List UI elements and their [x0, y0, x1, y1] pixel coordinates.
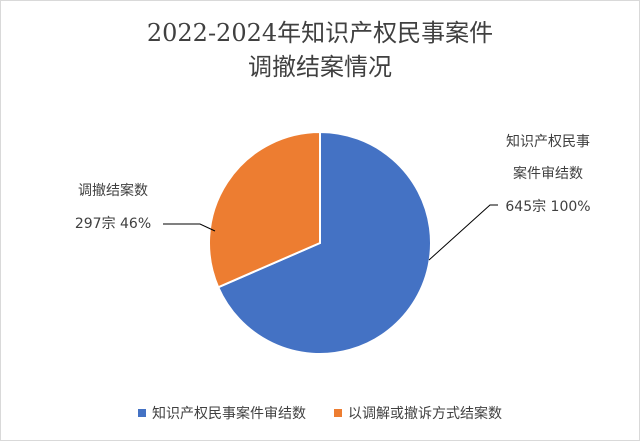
- pie-slices: [208, 130, 432, 355]
- pie-slice-mediated: [208, 130, 321, 289]
- legend-swatch-blue: [138, 409, 146, 417]
- legend-item-audited: 知识产权民事案件审结数: [138, 403, 306, 423]
- data-label-audited-line1: 知识产权民事: [506, 133, 590, 150]
- legend: 知识产权民事案件审结数 以调解或撤诉方式结案数: [0, 403, 640, 423]
- chart-title-line2: 调撤结案情况: [248, 53, 392, 81]
- data-label-audited-line2: 案件审结数: [513, 165, 583, 182]
- legend-swatch-orange: [334, 409, 342, 417]
- leader-line-mediated: [163, 223, 216, 232]
- data-label-audited-line3: 645宗 100%: [505, 199, 590, 215]
- chart-title-line1: 2022-2024年知识产权民事案件: [146, 19, 494, 47]
- legend-label-audited: 知识产权民事案件审结数: [152, 406, 306, 422]
- legend-label-mediated: 以调解或撤诉方式结案数: [348, 406, 502, 422]
- leader-line-audited: [428, 204, 498, 261]
- chart-title: 2022-2024年知识产权民事案件 调撤结案情况: [0, 16, 640, 84]
- legend-item-mediated: 以调解或撤诉方式结案数: [334, 403, 502, 423]
- pie-slice-audited: [216, 130, 432, 355]
- data-label-mediated-line2: 297宗 46%: [75, 216, 151, 232]
- data-label-mediated-line1: 调撤结案数: [78, 182, 148, 199]
